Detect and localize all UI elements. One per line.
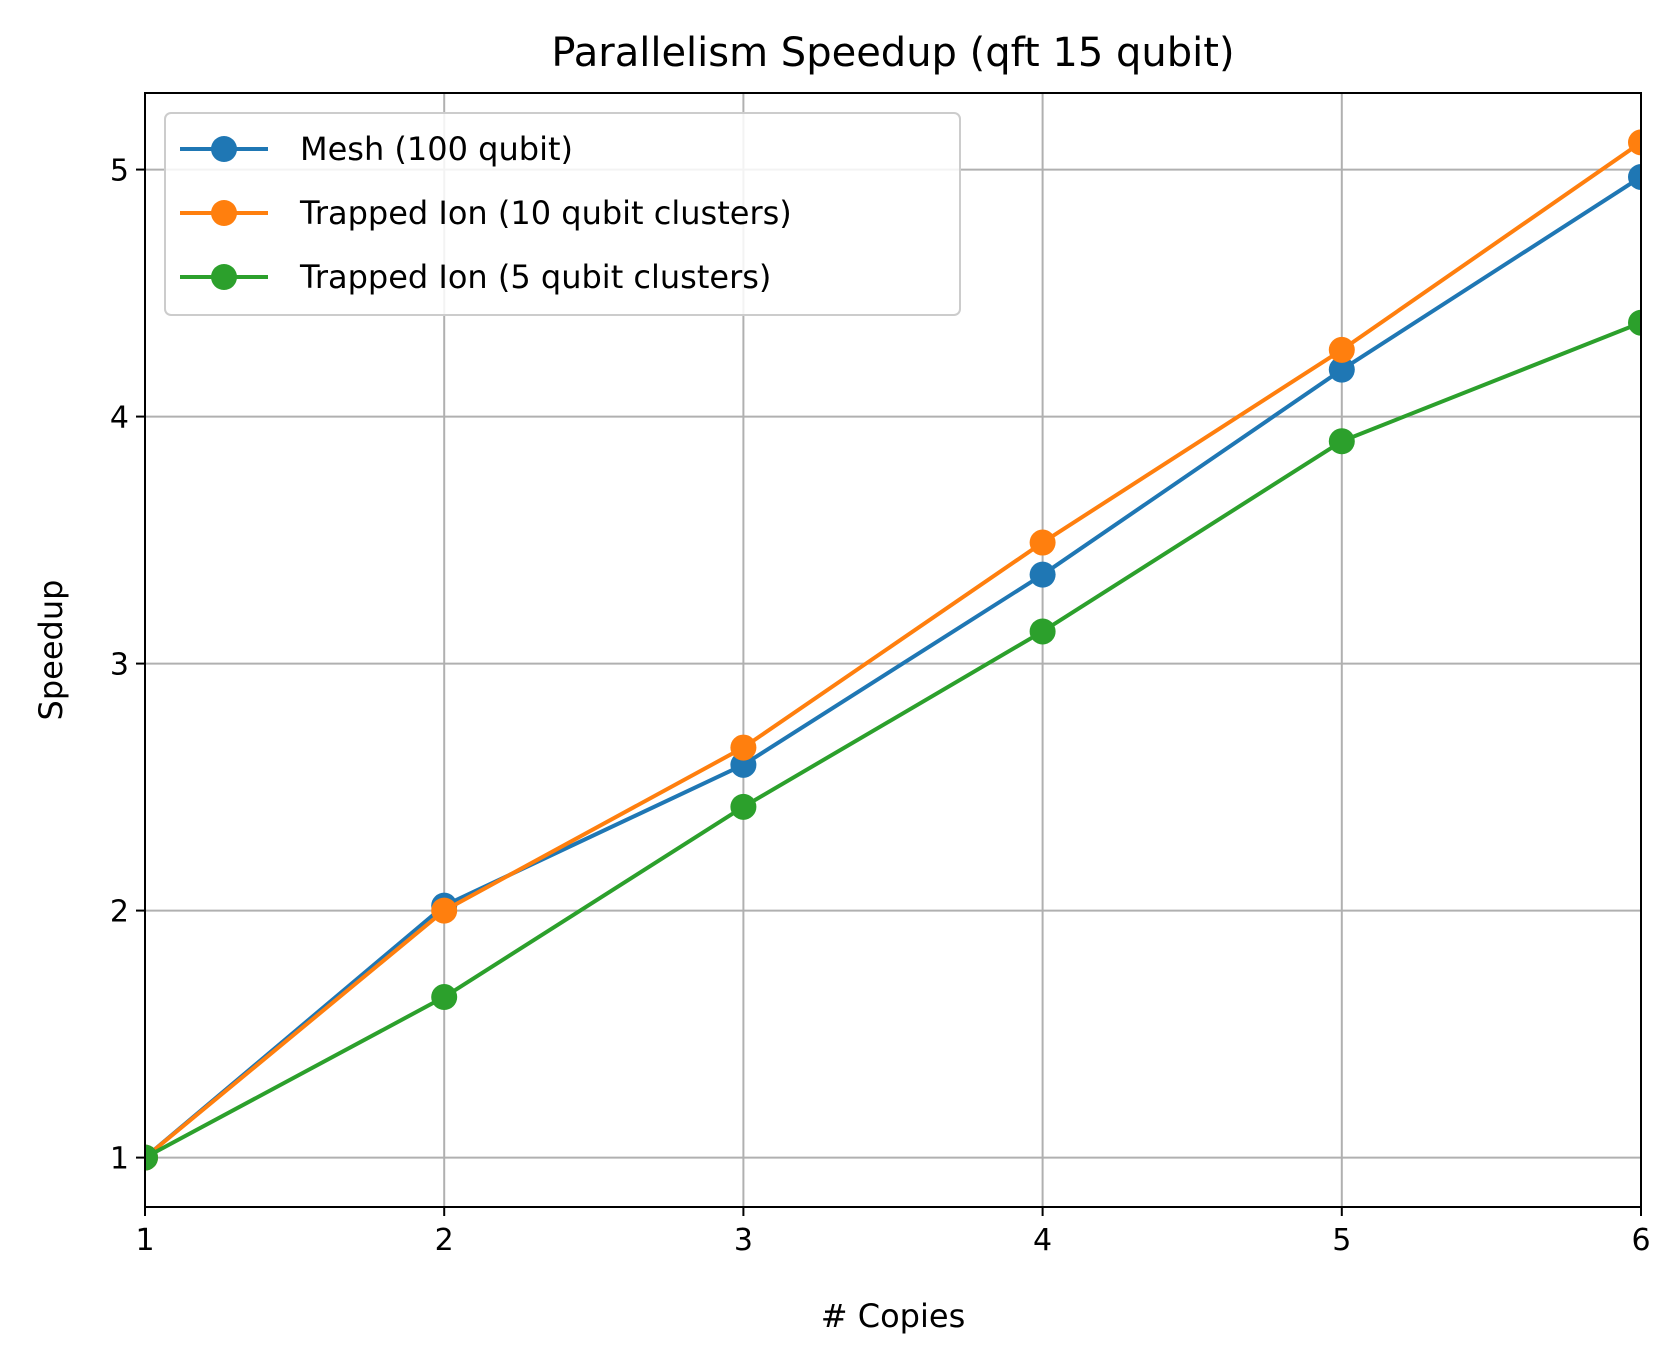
data-point: [431, 897, 458, 924]
data-point: [1029, 618, 1056, 645]
x-tick-label: 5: [1332, 1223, 1351, 1258]
data-point: [1628, 163, 1641, 190]
legend-box: [164, 112, 961, 316]
legend-label: Trapped Ion (5 qubit clusters): [299, 258, 771, 296]
x-axis: 1 2 3 4 5 6: [135, 1207, 1651, 1258]
series-line: [145, 320, 1641, 1160]
data-point: [1628, 309, 1641, 336]
legend-item: Mesh (100 qubit): [180, 130, 573, 168]
data-point: [730, 734, 757, 761]
y-tick-label: 2: [110, 895, 129, 930]
data-point: [1328, 336, 1355, 363]
legend-item: Trapped Ion (10 qubit clusters): [180, 194, 792, 232]
series-line: [145, 175, 1641, 1160]
y-axis-label: Speedup: [32, 580, 70, 721]
plot-frame: [144, 92, 1642, 1208]
x-tick-label: 1: [135, 1223, 154, 1258]
legend-marker: [211, 264, 237, 290]
legend-marker: [211, 136, 237, 162]
legend-item: Trapped Ion (5 qubit clusters): [180, 258, 771, 296]
y-tick-label: 4: [110, 401, 129, 436]
legend-label: Mesh (100 qubit): [300, 130, 573, 168]
data-point: [145, 1144, 158, 1171]
y-axis: 1 2 3 4 5: [110, 154, 145, 1177]
series-layer: [145, 129, 1641, 1171]
data-point: [431, 984, 458, 1011]
series-line: [145, 140, 1641, 1160]
data-point: [1029, 529, 1056, 556]
y-tick-label: 1: [110, 1142, 129, 1177]
legend-label: Trapped Ion (10 qubit clusters): [299, 194, 792, 232]
data-point: [1029, 561, 1056, 588]
x-tick-label: 4: [1033, 1223, 1052, 1258]
x-tick-label: 2: [435, 1223, 454, 1258]
x-tick-label: 3: [734, 1223, 753, 1258]
data-point: [1628, 129, 1641, 156]
x-tick-label: 6: [1631, 1223, 1650, 1258]
data-point: [1328, 428, 1355, 455]
y-tick-label: 3: [110, 648, 129, 683]
x-axis-label: # Copies: [821, 1297, 965, 1335]
data-point: [1328, 356, 1355, 383]
chart-title: Parallelism Speedup (qft 15 qubit): [551, 30, 1234, 76]
y-tick-label: 5: [110, 154, 129, 189]
legend: Mesh (100 qubit) Trapped Ion (10 qubit cl…: [164, 112, 961, 316]
series-3: [145, 309, 1641, 1171]
data-point: [730, 793, 757, 820]
legend-marker: [211, 200, 237, 226]
